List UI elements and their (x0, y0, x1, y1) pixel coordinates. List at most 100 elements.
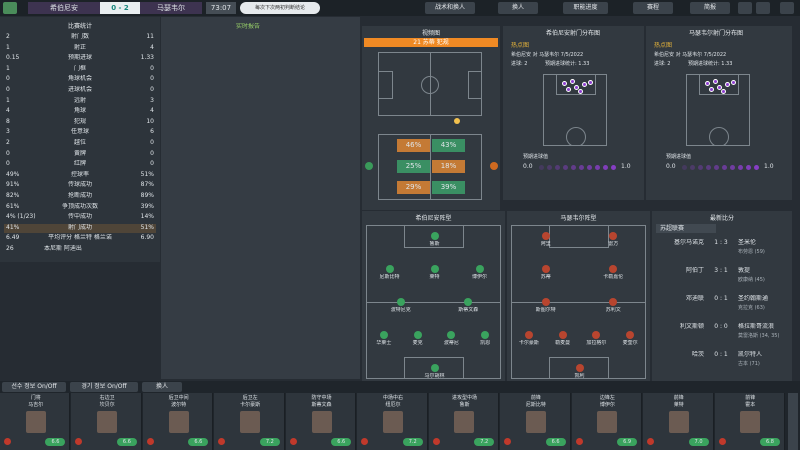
player-card[interactable]: 边锋左 博伊尔 6.9 (571, 393, 643, 450)
player-dot[interactable] (430, 265, 439, 273)
player-card[interactable]: 门将 马吉尔 6.6 (0, 393, 71, 450)
event-bar: 21 苏蒂 犯规 (364, 38, 498, 47)
player-card[interactable]: 后卫中间 波尔特 6.6 (142, 393, 214, 450)
player-name: 麦克 (412, 340, 423, 346)
card-rating: 6.6 (331, 438, 352, 446)
player-dot[interactable] (626, 331, 635, 339)
score-home: 利文斯顿 (679, 323, 704, 330)
top-button[interactable]: 简报 (690, 2, 730, 14)
player-dot[interactable] (609, 298, 618, 306)
player-dot[interactable] (385, 265, 394, 273)
top-button[interactable]: 换人 (498, 2, 538, 14)
footer-button[interactable]: 경기 정보 On/Off (70, 382, 138, 392)
card-name: 马吉尔 (28, 402, 44, 408)
stat-home: 0 (6, 75, 10, 83)
player-dot[interactable] (541, 232, 550, 240)
shot-dot (562, 81, 567, 86)
player-card[interactable]: 后卫左 卡尔豪斯 7.2 (214, 393, 285, 450)
player-dot[interactable] (396, 298, 405, 306)
player-dot[interactable] (464, 298, 473, 306)
player-dot[interactable] (609, 265, 618, 273)
card-rating: 6.6 (188, 438, 209, 446)
player-dot[interactable] (475, 265, 484, 273)
player-name: 凯恩 (480, 340, 491, 346)
scale-dot (706, 165, 711, 170)
stat-away: 3 (150, 96, 154, 104)
card-name: 坎贝尔 (99, 402, 115, 408)
player-dot[interactable] (430, 364, 439, 372)
stat-label: 角球机会 (67, 75, 92, 83)
stat-away: 10 (146, 117, 154, 125)
card-position: 中场中右 (382, 395, 403, 401)
player-card[interactable]: 前锋 尼斯比特 6.6 (500, 393, 571, 450)
close[interactable] (780, 2, 794, 14)
top-button[interactable]: 职能进度 (563, 2, 608, 14)
player-dot[interactable] (447, 331, 456, 339)
stat-row: 91% 传球成功 87% (4, 181, 156, 190)
player-dot[interactable] (430, 232, 439, 240)
card-photo (25, 411, 46, 433)
shot-dot (570, 79, 575, 84)
stat-label: 远射 (73, 96, 86, 104)
zone-pitch: 46% 43% 25% 18% 29% 39% (378, 134, 482, 200)
footer-button[interactable]: 선수 정보 On/Off (2, 382, 66, 392)
top-bar: 希伯尼安 0 - 2 马瑟韦尔 73:07 每次下次两初判断结论 战术和换人 换人 职能进度 赛… (0, 0, 800, 16)
player-dot[interactable] (524, 331, 533, 339)
player-dot[interactable] (609, 232, 618, 240)
stat-label: 抢断成功 (67, 192, 92, 199)
scale-dot (571, 165, 576, 170)
halfway-line (512, 302, 645, 303)
scale-dot (690, 165, 695, 170)
player-dot[interactable] (541, 298, 550, 306)
stat-label: 角球 (73, 107, 86, 115)
player-dot[interactable] (575, 364, 584, 372)
scale-dot (595, 165, 600, 170)
league-tab[interactable]: 苏超联赛 (656, 224, 716, 233)
top-button[interactable]: 赛程 (633, 2, 673, 14)
stat-row: 0 红牌 0 (4, 160, 156, 169)
scale-max: 1.0 (764, 163, 774, 170)
card-position: 前锋 (673, 395, 684, 401)
player-card[interactable]: 中场中右 纽厄尔 7.2 (357, 393, 428, 450)
score-home: 基尔马诺克 (673, 239, 704, 246)
stat-row: 1 射正 4 (4, 44, 156, 53)
player-card[interactable]: 进攻型中场 鲁斯 7.2 (428, 393, 500, 450)
card-photo (668, 411, 689, 433)
settings[interactable] (738, 2, 752, 14)
card-photo (382, 411, 403, 433)
stat-label: 越位 (73, 139, 86, 146)
score-home: 邓迪联 (685, 295, 704, 302)
player-card[interactable]: 防守中场 斯蒂文森 6.6 (285, 393, 357, 450)
card-position: 前锋 (530, 395, 541, 401)
score-result: 0 : 1 (714, 351, 728, 358)
stat-label: 本尼斯 阿迪出 (44, 245, 82, 252)
top-button[interactable]: 战术和换人 (425, 2, 475, 14)
shot-dot (705, 81, 710, 86)
player-card[interactable]: 前锋 莱特 7.0 (643, 393, 714, 450)
clock: 73:07 (206, 2, 236, 14)
stat-away: 6 (150, 128, 154, 136)
player-card[interactable]: 右边卫 坎贝尔 6.6 (71, 393, 142, 450)
player-dot[interactable] (541, 265, 550, 273)
player-name: 波特尼克 (390, 307, 411, 313)
stat-label: 射门数 (70, 33, 89, 40)
card-photo (454, 411, 475, 433)
scale-min: 0.0 (666, 163, 676, 170)
stat-home: 82% (6, 192, 20, 199)
card-position: 进攻型中场 (451, 395, 477, 401)
stat-away: 6.90 (140, 234, 154, 242)
player-dot[interactable] (481, 331, 490, 339)
stat-row: 8 犯规 10 (4, 118, 156, 127)
player-card[interactable]: 前锋 霍本 6.8 (714, 393, 785, 450)
stat-label: 进球机会 (67, 86, 92, 93)
player-dot[interactable] (592, 331, 601, 339)
player-dot[interactable] (413, 331, 422, 339)
player-dot[interactable] (379, 331, 388, 339)
player-name: 华莱士 (376, 340, 392, 346)
stat-away: 14% (140, 213, 154, 221)
menu[interactable] (756, 2, 770, 14)
player-dot[interactable] (558, 331, 567, 339)
card-rating: 6.6 (545, 438, 566, 446)
footer-button[interactable]: 换人 (142, 382, 182, 392)
stat-label: 射门成功 (67, 223, 92, 231)
